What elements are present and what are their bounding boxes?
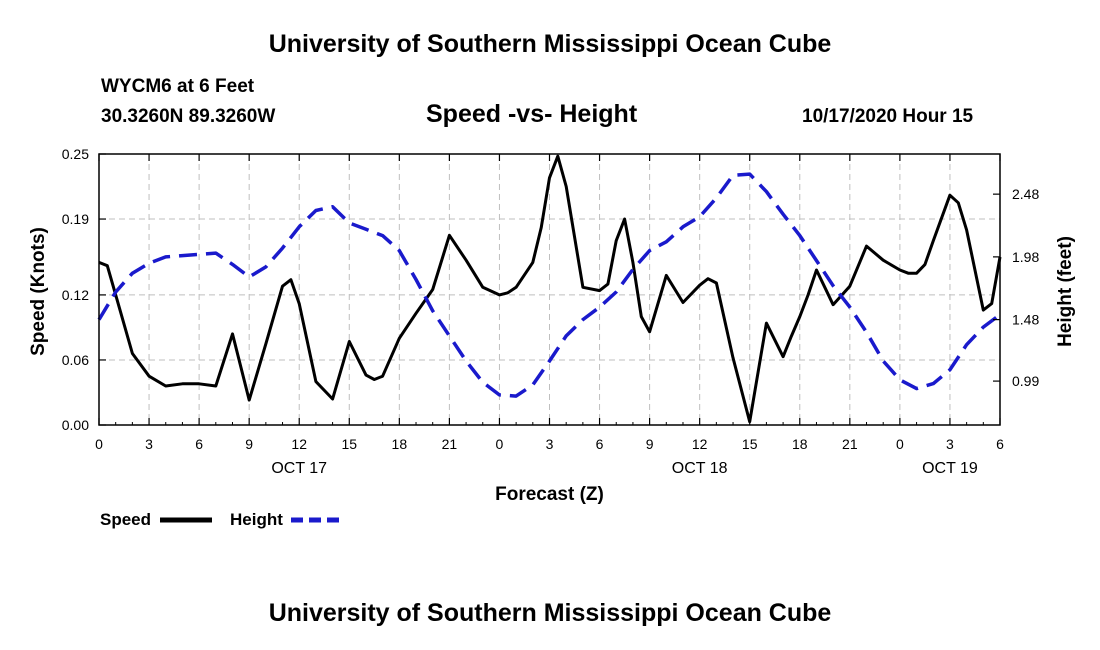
x-day-label: OCT 18 xyxy=(672,460,728,477)
y-left-tick-label: 0.19 xyxy=(62,211,89,227)
x-tick-label: 18 xyxy=(792,436,808,452)
y-right-tick-label: 2.48 xyxy=(1012,186,1039,202)
grid-lines xyxy=(99,154,1000,425)
x-tick-label: 21 xyxy=(442,436,458,452)
x-tick-label: 9 xyxy=(646,436,654,452)
x-tick-label: 21 xyxy=(842,436,858,452)
y-left-axis-title: Speed (Knots) xyxy=(28,227,49,356)
x-day-label: OCT 17 xyxy=(271,460,327,477)
y-left-tick-label: 0.12 xyxy=(62,287,89,303)
x-tick-label: 6 xyxy=(195,436,203,452)
y-left-tick-label: 0.25 xyxy=(62,146,89,162)
x-day-label: OCT 19 xyxy=(922,460,978,477)
bottom-title: University of Southern Mississippi Ocean… xyxy=(268,599,832,627)
y-right-tick-label: 0.99 xyxy=(1012,373,1039,389)
x-tick-label: 0 xyxy=(896,436,904,452)
y-right-tick-label: 1.48 xyxy=(1012,312,1039,328)
speed-series-line xyxy=(98,154,1002,424)
y-right-axis-title: Height (feet) xyxy=(1055,236,1076,347)
x-tick-label: 3 xyxy=(946,436,954,452)
y-right-tick-label: 1.98 xyxy=(1012,249,1039,265)
x-tick-label: 6 xyxy=(596,436,604,452)
x-tick-label: 15 xyxy=(742,436,758,452)
x-tick-label: 9 xyxy=(245,436,253,452)
legend-height-label: Height xyxy=(230,510,283,529)
y-left-tick-label: 0.00 xyxy=(62,417,89,433)
x-tick-label: 12 xyxy=(692,436,708,452)
chart-title: Speed -vs- Height xyxy=(426,100,638,128)
x-tick-label: 0 xyxy=(496,436,504,452)
x-axis-title: Forecast (Z) xyxy=(495,484,604,505)
x-tick-label: 12 xyxy=(291,436,307,452)
x-tick-label: 6 xyxy=(996,436,1004,452)
top-title: University of Southern Mississippi Ocean… xyxy=(268,30,832,58)
x-tick-label: 18 xyxy=(392,436,408,452)
series-lines xyxy=(97,154,1002,424)
forecast-datetime: 10/17/2020 Hour 15 xyxy=(802,106,974,127)
coordinates-label: 30.3260N 89.3260W xyxy=(101,106,276,127)
station-label: WYCM6 at 6 Feet xyxy=(101,76,255,97)
x-tick-label: 3 xyxy=(546,436,554,452)
legend-speed-label: Speed xyxy=(100,510,151,529)
legend: Speed Height xyxy=(100,510,343,529)
x-tick-label: 15 xyxy=(341,436,357,452)
y-left-tick-label: 0.06 xyxy=(62,352,89,368)
height-series-line xyxy=(97,172,1002,398)
x-tick-label: 3 xyxy=(145,436,153,452)
axes: 0 3 6 9 12 15 18 21 0 3 6 9 12 15 18 21 0 3 6 0.00 0.06 0.12 0… xyxy=(28,146,1076,505)
x-tick-label: 0 xyxy=(95,436,103,452)
